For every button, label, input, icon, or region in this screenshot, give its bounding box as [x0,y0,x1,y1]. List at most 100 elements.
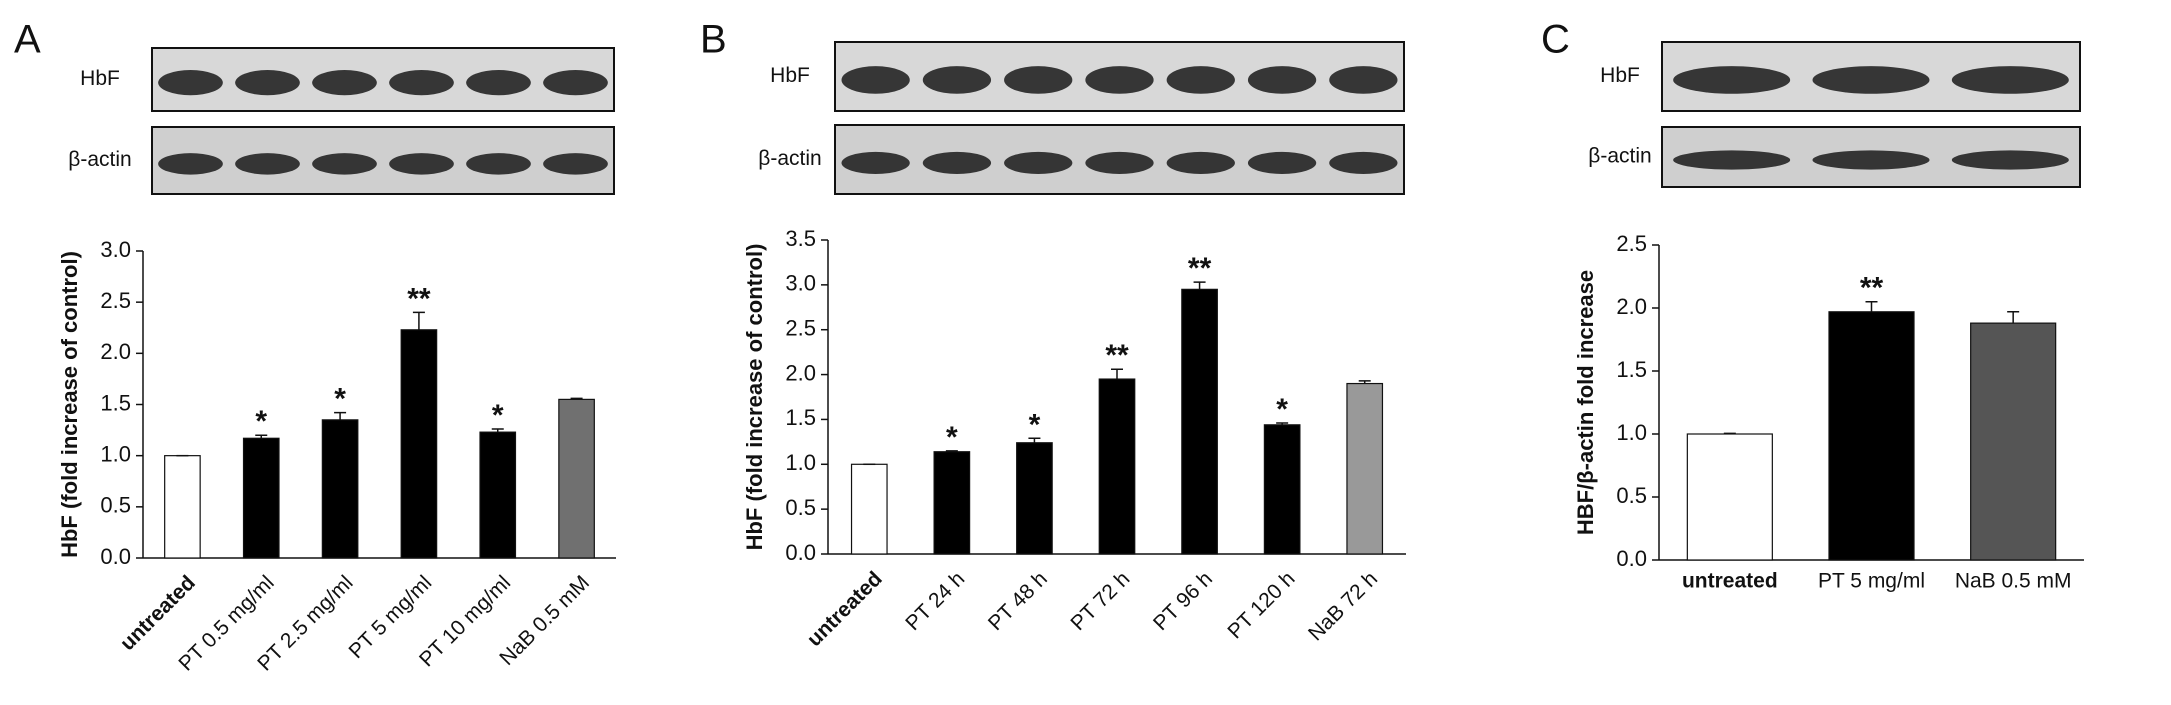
blot-label: β-actin [68,148,131,171]
blot-band [1085,66,1154,94]
y-tick-label: 0.0 [1616,546,1647,571]
y-tick-label: 2.5 [100,288,131,313]
bar [933,451,971,555]
blot-band [1951,150,2069,170]
bar [242,437,280,559]
error-bar [1193,281,1206,290]
blot-band [543,70,608,96]
significance: * [1029,408,1041,441]
significance: ** [1188,252,1212,285]
x-tick-label: NaB 72 h [1304,567,1382,645]
blot-band [235,70,300,96]
x-tick-label: untreated [1682,570,1778,593]
y-tick-label: 3.0 [785,271,816,296]
y-tick-label: 2.0 [1616,294,1647,319]
bar [1016,442,1053,555]
bar [164,455,201,559]
blot-band [312,70,377,96]
significance: ** [407,282,431,315]
y-tick-label: 1.0 [100,441,131,466]
blot-band [1329,66,1398,94]
blot-band [1004,66,1073,94]
blot-band [1166,66,1235,94]
bar [1686,433,1773,561]
blot-band [466,153,531,175]
significance: * [1276,393,1288,426]
panel-letter: A [14,18,41,62]
blot-band [158,153,223,175]
y-tick-label: 0.0 [785,540,816,565]
bar [479,431,517,559]
y-tick-label: 2.5 [1616,231,1647,256]
bar [850,463,888,555]
error-bar [570,397,583,400]
error-bar [1865,300,1878,312]
blot-band [389,153,454,175]
error-bar [1723,432,1736,435]
error-bar [412,311,425,330]
bar [1098,378,1136,555]
blot-band [841,66,910,94]
y-tick-label: 0.5 [100,493,131,518]
bar [1181,288,1218,555]
error-bar [2007,311,2020,324]
y-tick-label: 1.0 [785,450,816,475]
blot-band [1812,150,1930,170]
bar [321,419,359,559]
bar [400,329,438,559]
x-tick-label: PT 5 mg/ml [1818,570,1925,593]
blot-frame [151,126,615,195]
x-tick-label: PT 96 h [1149,567,1217,635]
x-tick-label: PT 48 h [984,567,1052,635]
blot-band [312,153,377,175]
y-tick-label: 2.0 [100,339,131,364]
y-tick-label: 2.5 [785,316,816,341]
panel-letter: B [700,18,727,62]
error-bar [334,411,347,420]
blot-band [1247,151,1317,174]
blot-label: HbF [770,64,810,87]
blot-band [1951,66,2069,94]
error-bar [491,428,504,433]
bar [1346,382,1384,555]
significance: * [946,421,958,454]
blot-band [1329,151,1398,174]
blot-label: β-actin [1588,145,1651,168]
x-tick-label: untreated [116,571,200,655]
blot-band [235,153,300,175]
bar [1263,424,1301,555]
blot-frame [151,47,615,112]
significance: * [334,383,346,416]
x-tick-label: PT 120 h [1223,567,1299,643]
bar [1828,311,1915,561]
y-tick-label: 0.5 [785,495,816,520]
bar [558,398,595,559]
x-tick-label: PT 24 h [901,567,969,635]
y-tick-label: 3.5 [785,226,816,251]
blot-band [1247,66,1317,94]
significance: * [492,399,504,432]
blot-label: HbF [80,67,120,90]
bar [1970,322,2057,561]
y-tick-label: 1.5 [1616,357,1647,382]
y-axis-label: HbF (fold increase of control) [742,244,767,551]
blot-band [922,66,992,94]
error-bar [1276,422,1289,425]
blot-band [1085,151,1154,174]
blot-band [158,70,223,96]
blot-band [389,70,454,96]
y-tick-label: 0.0 [100,544,131,569]
x-tick-label: PT 72 h [1066,567,1134,635]
x-tick-label: untreated [803,567,887,651]
significance: * [255,405,267,438]
error-bar [945,450,958,452]
x-tick-label: NaB 0.5 mM [1955,570,2072,593]
significance: ** [1860,272,1884,305]
significance: ** [1105,339,1129,372]
blot-band [922,151,992,174]
y-axis-label: HbF (fold increase of control) [57,251,82,558]
y-axis-label: HBF/β-actin fold increase [1573,270,1598,535]
error-bar [1028,437,1041,443]
blot-label: HbF [1600,64,1640,87]
error-bar [1358,380,1371,384]
